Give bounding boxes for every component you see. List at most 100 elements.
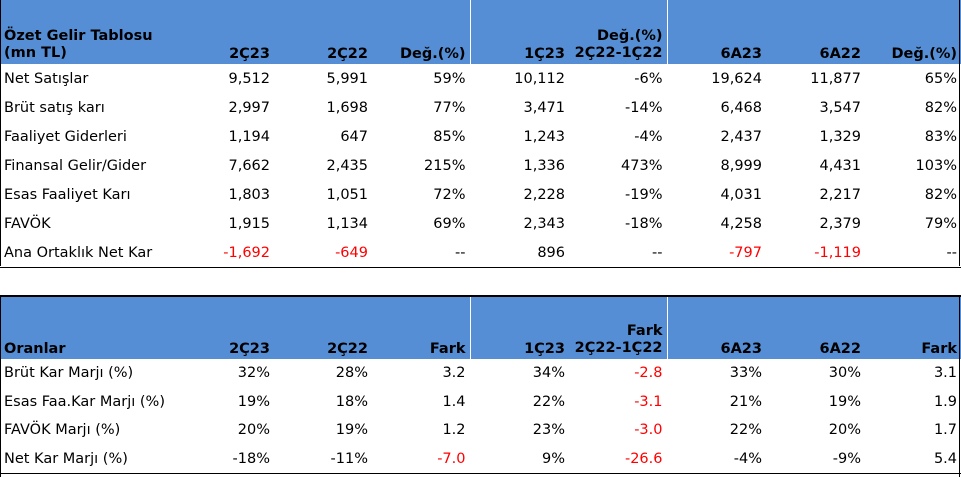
cell-value: -797 xyxy=(666,238,766,268)
cell-value: 7,662 xyxy=(228,157,270,174)
income-table-row: Finansal Gelir/Gider 7,662 2,435 215% 1,336 4… xyxy=(0,151,961,180)
cell-value: 1,134 xyxy=(326,215,368,232)
cell-value: 30% xyxy=(828,365,861,382)
cell-value: 2,228 xyxy=(469,180,569,209)
income-table-row: Esas Faaliyet Karı 1,803 1,051 72% 2,228 -19%… xyxy=(0,180,961,209)
cell-value: 3,547 xyxy=(819,99,861,116)
cell-value: 1,243 xyxy=(469,122,569,151)
header-change-sequential-bottom: 2Ç22-1Ç22 xyxy=(574,45,663,61)
cell-value: 28% xyxy=(335,365,368,382)
cell-value: 20% xyxy=(237,422,270,439)
income-table-row: FAVÖK 1,915 1,134 69% 2,343 -18% 4,258 2,379 79% xyxy=(0,209,961,238)
income-table-row: Faaliyet Giderleri 1,194 647 85% 1,243 -4% 2,4… xyxy=(0,122,961,151)
cell-value: -- xyxy=(569,238,667,268)
ratios-header-diff-sequential-bottom: 2Ç22-1Ç22 xyxy=(574,340,663,356)
row-label: Brüt satış karı xyxy=(4,99,105,116)
cell-value: -7.0 xyxy=(372,444,470,474)
cell-value: 8,999 xyxy=(666,151,766,180)
cell-value: 1.2 xyxy=(442,422,466,439)
header-change-quarterly: Değ.(%) xyxy=(372,0,470,64)
header-change-sequential-top: Değ.(%) xyxy=(596,28,663,44)
ratios-header-diff-quarterly: Fark xyxy=(372,295,470,359)
cell-value: -649 xyxy=(274,238,372,268)
cell-value: 2,437 xyxy=(666,122,766,151)
cell-value: 2,435 xyxy=(326,157,368,174)
cell-value: 19% xyxy=(335,422,368,439)
income-table-row: Ana Ortaklık Net Kar -1,692 -649 -- 896 -- -79… xyxy=(0,238,961,268)
cell-value: 65% xyxy=(924,70,957,87)
cell-value: -18% xyxy=(625,215,663,232)
cell-value: -4% xyxy=(634,128,663,145)
cell-value: 79% xyxy=(924,215,957,232)
cell-value: 83% xyxy=(924,128,957,145)
cell-value: 9,512 xyxy=(228,70,270,87)
income-title-line1: Özet Gelir Tablosu xyxy=(4,28,153,44)
cell-value: 1,698 xyxy=(326,99,368,116)
cell-value: 19,624 xyxy=(666,64,766,93)
cell-value: 20% xyxy=(828,422,861,439)
ratios-header-1q23: 1Ç23 xyxy=(469,295,569,359)
cell-value: 4,031 xyxy=(666,180,766,209)
ratios-table-row: Brüt Kar Marjı (%) 32% 28% 3.2 34% -2.8 33% 30%… xyxy=(0,359,961,388)
cell-value: 6,468 xyxy=(666,93,766,122)
income-statement-table: Özet Gelir Tablosu (mn TL) 2Ç23 2Ç22 Değ… xyxy=(0,0,961,268)
header-6a22: 6A22 xyxy=(766,0,865,64)
income-table-body: Net Satışlar 9,512 5,991 59% 10,112 -6% 19,624… xyxy=(0,64,961,268)
income-table-row: Brüt satış karı 2,997 1,698 77% 3,471 -14% 6,4… xyxy=(0,93,961,122)
cell-value: -9% xyxy=(766,444,865,474)
cell-value: 1.7 xyxy=(933,422,957,439)
cell-value: 18% xyxy=(335,393,368,410)
cell-value: 1,051 xyxy=(326,186,368,203)
cell-value: 22% xyxy=(469,387,569,416)
ratios-header-2q22: 2Ç22 xyxy=(274,295,372,359)
right-border-ratios xyxy=(959,295,960,477)
cell-value: 3.1 xyxy=(933,365,957,382)
row-label: Finansal Gelir/Gider xyxy=(4,157,147,174)
cell-value: 103% xyxy=(915,157,957,174)
cell-value: 5.4 xyxy=(865,444,961,474)
cell-value: -11% xyxy=(274,444,372,474)
row-label: FAVÖK xyxy=(4,215,51,232)
cell-value: -3.1 xyxy=(634,393,663,410)
row-label: Esas Faaliyet Karı xyxy=(4,186,131,203)
cell-value: -26.6 xyxy=(569,444,667,474)
cell-value: 1.4 xyxy=(442,393,466,410)
cell-value: 19% xyxy=(828,393,861,410)
cell-value: 4,431 xyxy=(819,157,861,174)
left-border xyxy=(0,0,1,266)
cell-value: 215% xyxy=(424,157,466,174)
header-change-half-year: Değ.(%) xyxy=(865,0,961,64)
cell-value: -- xyxy=(372,238,470,268)
header-change-sequential: Değ.(%) 2Ç22-1Ç22 xyxy=(569,0,667,64)
ratios-header-6a23: 6A23 xyxy=(666,295,766,359)
cell-value: -3.0 xyxy=(634,422,663,439)
cell-value: -6% xyxy=(634,70,663,87)
row-label: Net Kar Marjı (%) xyxy=(0,444,175,474)
cell-value: 69% xyxy=(433,215,466,232)
cell-value: 5,991 xyxy=(326,70,368,87)
cell-value: 82% xyxy=(924,99,957,116)
row-label: Faaliyet Giderleri xyxy=(4,128,127,145)
cell-value: 1,336 xyxy=(469,151,569,180)
cell-value: 22% xyxy=(666,416,766,445)
ratios-header-diff-sequential-top: Fark xyxy=(626,323,663,339)
cell-value: -19% xyxy=(625,186,663,203)
cell-value: 82% xyxy=(924,186,957,203)
ratios-table-title: Oranlar xyxy=(0,295,175,359)
cell-value: -- xyxy=(865,238,961,268)
cell-value: -4% xyxy=(666,444,766,474)
income-table-header: Özet Gelir Tablosu (mn TL) 2Ç23 2Ç22 Değ… xyxy=(0,0,961,64)
right-border xyxy=(959,0,960,266)
cell-value: -2.8 xyxy=(634,365,663,382)
cell-value: 2,343 xyxy=(469,209,569,238)
cell-value: 4,258 xyxy=(666,209,766,238)
row-label: FAVÖK Marjı (%) xyxy=(4,422,121,439)
ratios-table-row: Net Kar Marjı (%) -18% -11% -7.0 9% -26.6 -4% -… xyxy=(0,444,961,474)
row-label: Net Satışlar xyxy=(4,70,89,87)
ratios-table-row: Esas Faa.Kar Marjı (%) 19% 18% 1.4 22% -3.1 21… xyxy=(0,387,961,416)
header-6a23: 6A23 xyxy=(666,0,766,64)
cell-value: 10,112 xyxy=(469,64,569,93)
cell-value: 3.2 xyxy=(442,365,466,382)
left-border-ratios xyxy=(0,295,1,477)
income-table-row: Net Satışlar 9,512 5,991 59% 10,112 -6% 19,624… xyxy=(0,64,961,93)
